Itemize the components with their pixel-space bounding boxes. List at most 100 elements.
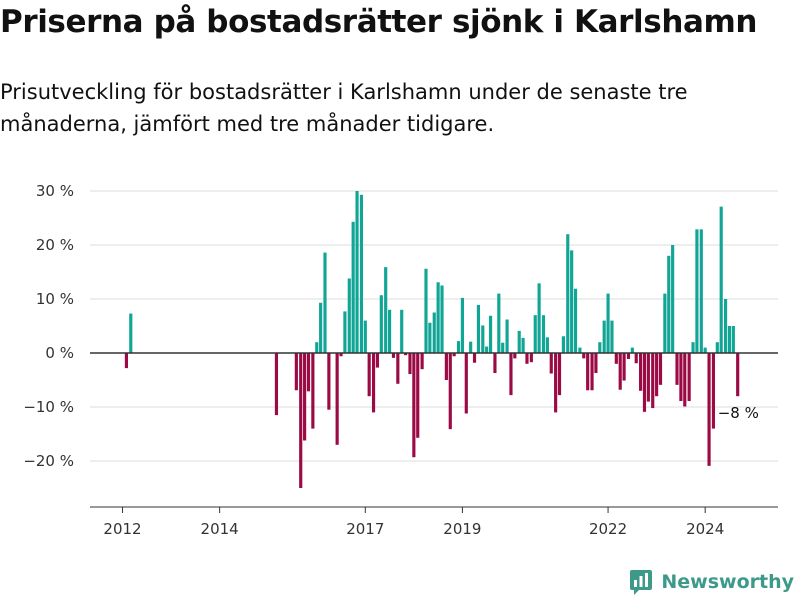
- y-tick-label: 0 %: [45, 344, 74, 362]
- bar-negative: [711, 353, 716, 429]
- bar-negative: [626, 353, 631, 359]
- bar-negative: [513, 353, 517, 359]
- bar-positive: [545, 337, 549, 353]
- bar-negative: [736, 353, 740, 397]
- bar-positive: [351, 221, 355, 353]
- bar-negative: [557, 353, 562, 396]
- bar-positive: [667, 255, 671, 353]
- bar-negative: [622, 353, 626, 381]
- x-tick-label: 2022: [589, 520, 627, 538]
- bar-positive: [488, 315, 493, 353]
- x-tick-label: 2012: [103, 520, 141, 538]
- bar-positive: [505, 319, 509, 353]
- bar-positive: [573, 288, 578, 353]
- bar-positive: [476, 304, 481, 353]
- bar-positive: [691, 342, 695, 353]
- bar-negative: [707, 353, 711, 466]
- bar-negative: [367, 353, 371, 397]
- bar-positive: [469, 341, 473, 353]
- brand-name: Newsworthy: [661, 571, 794, 593]
- bar-positive: [129, 313, 133, 353]
- bar-positive: [566, 234, 570, 353]
- bar-positive: [695, 229, 699, 353]
- y-axis-labels: 30 % 20 % 10 % 0 % −10 % −20 %: [23, 182, 74, 470]
- bar-negative: [554, 353, 558, 413]
- bar-negative: [586, 353, 590, 391]
- bar-positive: [663, 293, 667, 353]
- bar-positive: [703, 347, 707, 353]
- bar-negative: [408, 353, 412, 375]
- bar-negative: [444, 353, 448, 380]
- x-tick-label: 2017: [346, 520, 384, 538]
- bar-positive: [347, 278, 351, 353]
- bar-positive: [610, 320, 614, 353]
- brand-logo: Newsworthy: [629, 568, 794, 596]
- y-tick-label: −10 %: [23, 398, 74, 416]
- bar-negative: [675, 353, 679, 385]
- bar-negative: [311, 353, 315, 429]
- bar-positive: [699, 229, 703, 353]
- bar-negative: [472, 353, 477, 363]
- bar-negative: [416, 353, 420, 438]
- bar-positive: [561, 336, 565, 353]
- y-tick-label: −20 %: [23, 452, 74, 470]
- bar-negative: [274, 353, 279, 416]
- bar-positive: [501, 342, 505, 353]
- bar-negative: [658, 353, 663, 385]
- bar-negative: [509, 353, 513, 396]
- bar-negative: [306, 353, 311, 392]
- bars: [124, 191, 740, 488]
- x-tick-label: 2014: [201, 520, 239, 538]
- bar-negative: [614, 353, 618, 364]
- bar-positive: [456, 341, 461, 353]
- bar-negative: [687, 353, 691, 402]
- bar-negative: [594, 353, 598, 373]
- bar-negative: [651, 353, 655, 409]
- bar-negative: [642, 353, 647, 412]
- bar-negative: [420, 353, 424, 370]
- bar-positive: [485, 346, 489, 353]
- bar-positive: [537, 283, 541, 353]
- bar-negative: [590, 353, 594, 391]
- bar-positive: [727, 326, 732, 353]
- bar-negative: [683, 353, 687, 407]
- x-tick-label: 2024: [686, 520, 724, 538]
- bar-positive: [521, 337, 525, 353]
- bar-negative: [646, 353, 650, 402]
- bar-negative: [525, 353, 529, 364]
- bar-positive: [715, 342, 719, 353]
- bar-negative: [679, 353, 683, 402]
- bar-positive: [570, 250, 574, 353]
- chart-subtitle: Prisutveckling för bostadsrätter i Karls…: [0, 80, 688, 136]
- bar-positive: [602, 320, 606, 353]
- bar-negative: [464, 353, 468, 414]
- bar-positive: [598, 342, 602, 353]
- bar-positive: [533, 315, 537, 353]
- bar-positive: [363, 320, 367, 353]
- bar-negative: [493, 353, 497, 373]
- bar-negative: [375, 353, 380, 368]
- bar-positive: [578, 347, 582, 353]
- y-tick-label: 30 %: [36, 182, 74, 200]
- bar-positive: [428, 322, 432, 353]
- bar-negative: [396, 353, 400, 384]
- bar-positive: [719, 206, 723, 353]
- bar-positive: [379, 295, 383, 353]
- bar-positive: [400, 309, 404, 353]
- bar-positive: [541, 315, 546, 353]
- bar-negative: [124, 353, 128, 369]
- bar-negative: [452, 353, 456, 357]
- bar-positive: [440, 285, 444, 353]
- bar-negative: [391, 353, 396, 358]
- bar-negative: [335, 353, 339, 445]
- bar-negative: [303, 353, 307, 441]
- x-tick-label: 2019: [443, 520, 481, 538]
- bar-positive: [731, 326, 735, 353]
- bar-positive: [355, 191, 359, 353]
- bar-positive: [606, 293, 610, 353]
- bar-negative: [618, 353, 622, 390]
- bar-negative: [448, 353, 452, 430]
- bar-negative: [299, 353, 303, 488]
- bar-positive: [432, 312, 436, 353]
